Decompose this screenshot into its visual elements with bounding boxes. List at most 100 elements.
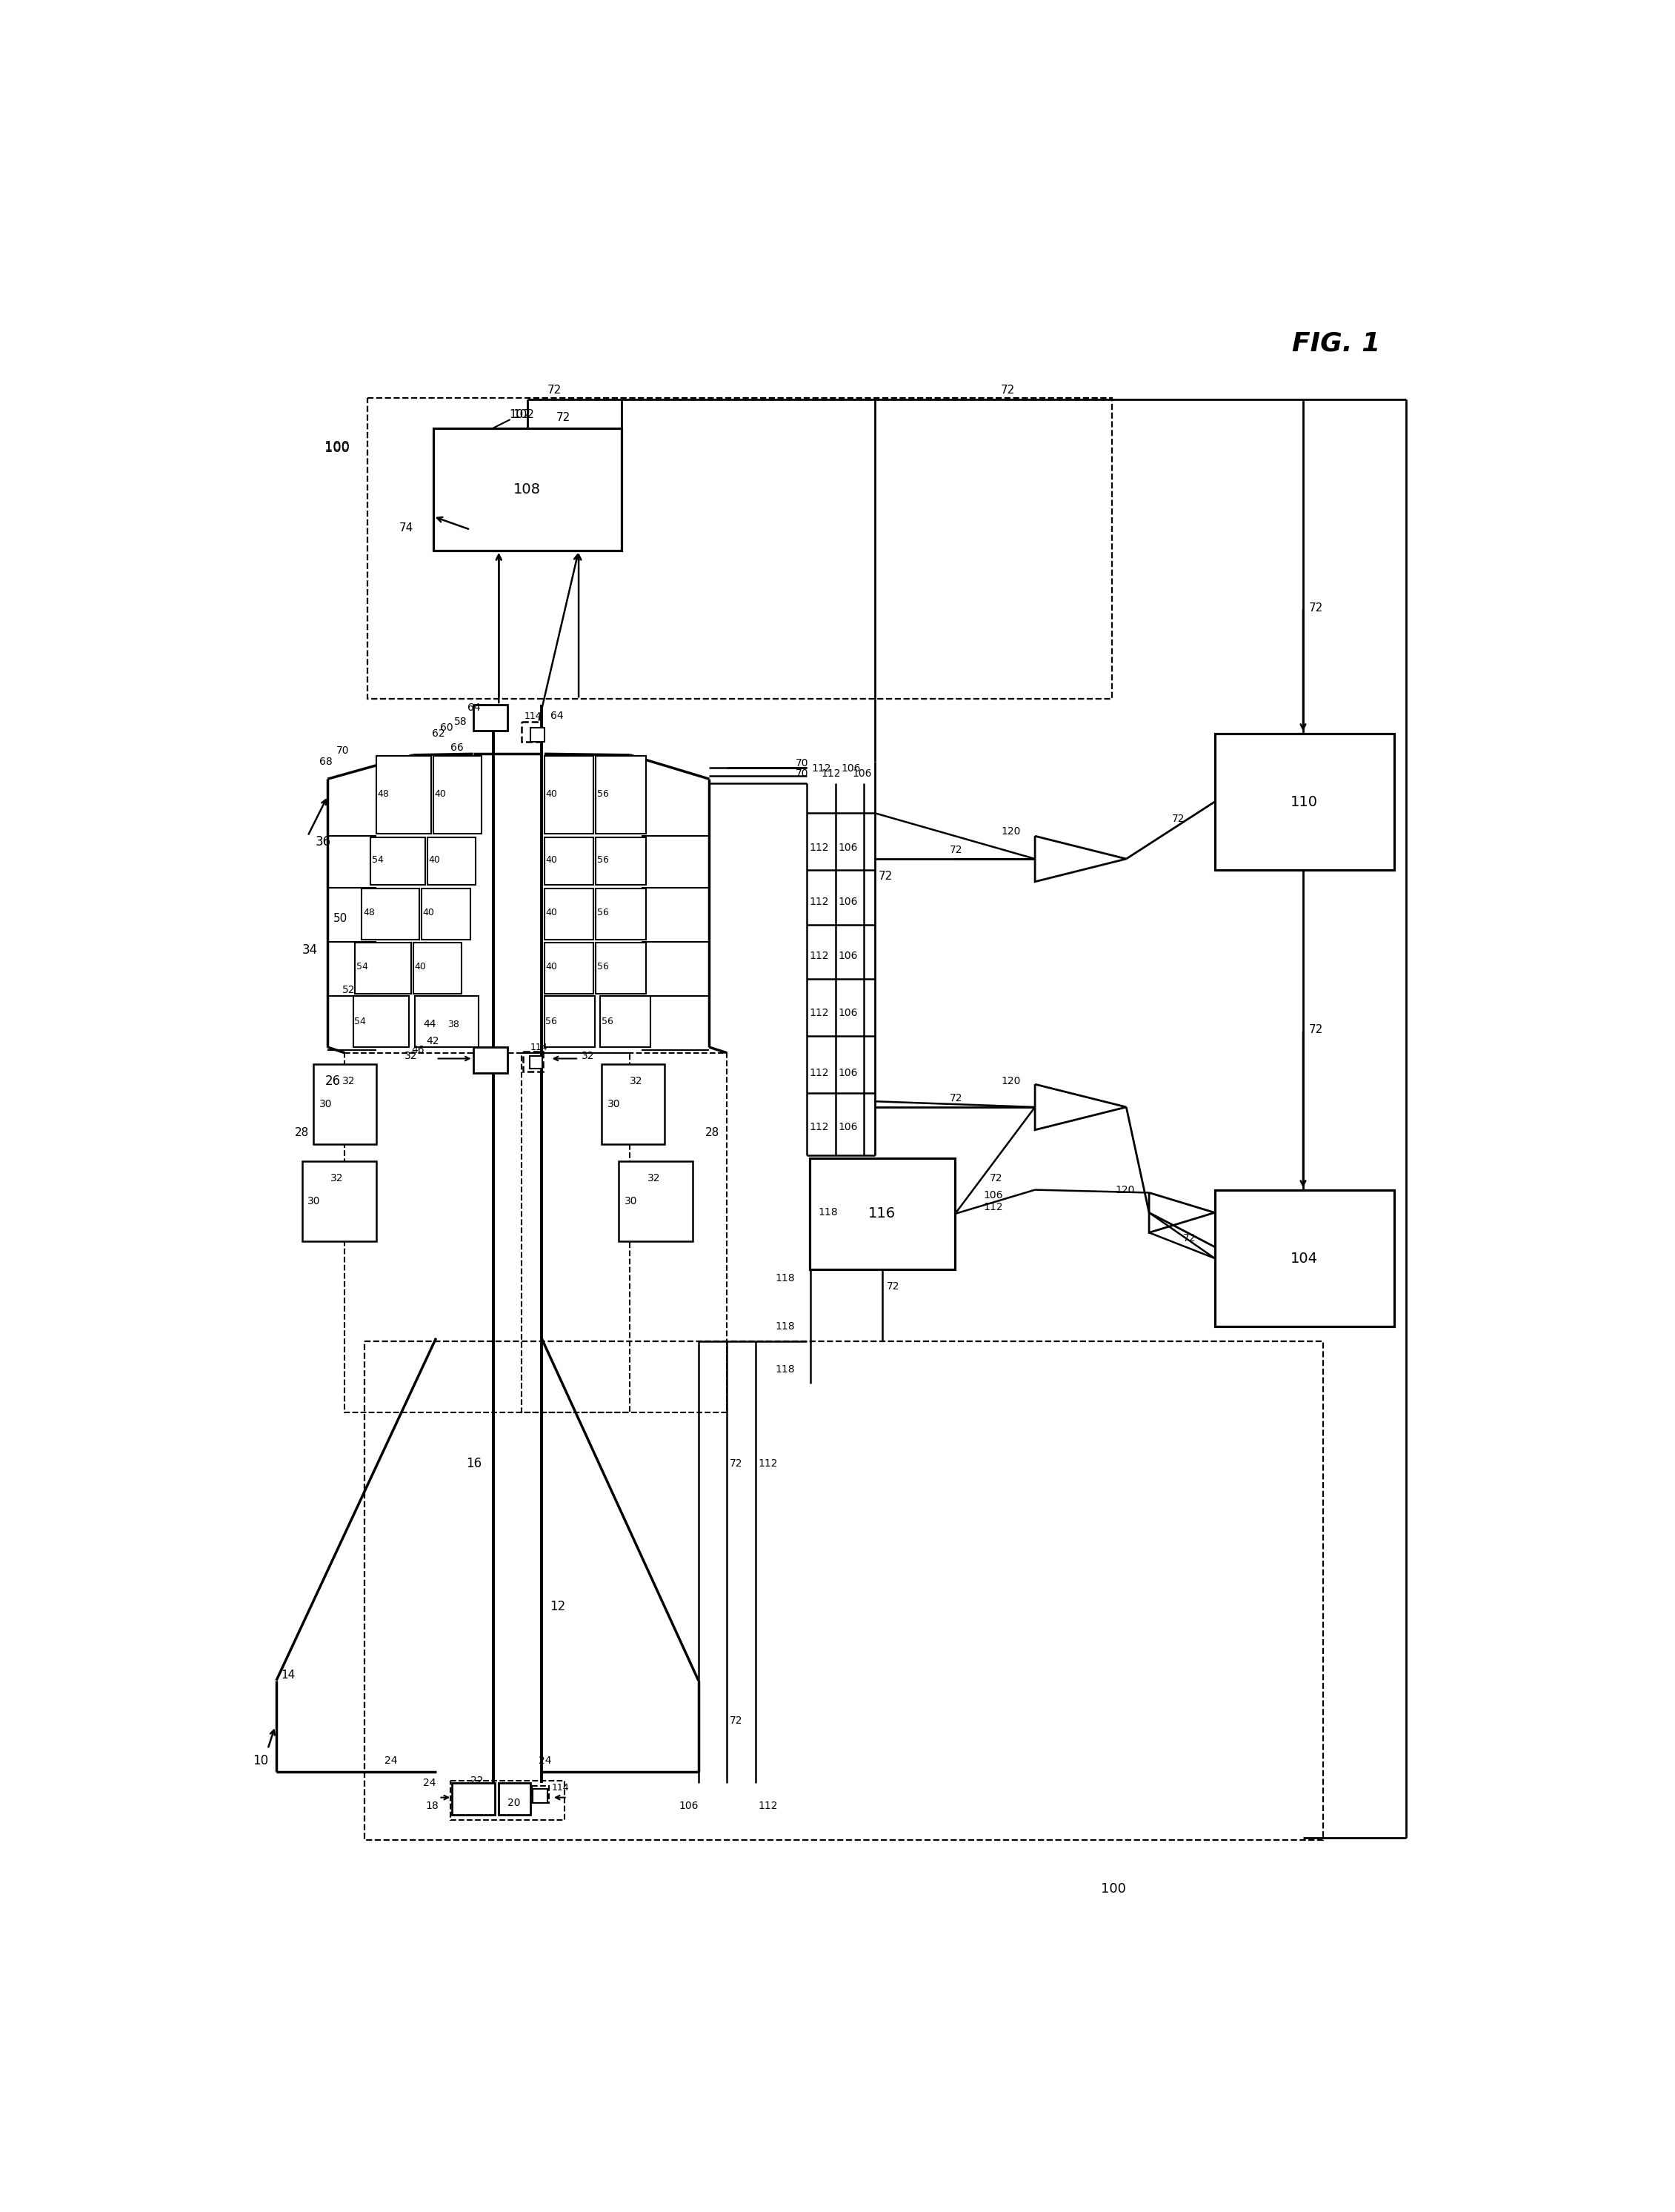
Text: 74: 74: [399, 522, 414, 533]
Text: 50: 50: [333, 914, 348, 925]
Text: 40: 40: [546, 856, 558, 865]
Text: 106: 106: [838, 951, 858, 960]
Bar: [596, 889, 647, 940]
Bar: [809, 1159, 955, 1270]
Text: 102: 102: [509, 409, 531, 420]
Text: 28: 28: [705, 1128, 720, 1139]
Text: 56: 56: [596, 790, 608, 799]
Text: 72: 72: [990, 1172, 1002, 1183]
Text: 54: 54: [355, 1018, 367, 1026]
Text: 20: 20: [508, 1798, 521, 1809]
Text: 72: 72: [950, 1093, 963, 1104]
Text: 58: 58: [454, 717, 467, 728]
Text: 70: 70: [337, 745, 348, 757]
Text: 24: 24: [424, 1778, 436, 1790]
Text: 118: 118: [776, 1365, 796, 1374]
Text: 12: 12: [549, 1599, 566, 1613]
Text: 40: 40: [546, 907, 558, 918]
Text: 56: 56: [601, 1018, 613, 1026]
Bar: [544, 942, 593, 993]
Text: 30: 30: [606, 1099, 620, 1110]
Text: 56: 56: [546, 1018, 558, 1026]
Text: 40: 40: [546, 962, 558, 971]
Bar: [600, 995, 650, 1046]
Text: 60: 60: [441, 723, 454, 732]
Text: 70: 70: [796, 768, 809, 779]
Text: 62: 62: [432, 728, 444, 739]
Bar: [472, 706, 508, 730]
Text: 46: 46: [412, 1044, 425, 1055]
Bar: [415, 995, 479, 1046]
Bar: [601, 1064, 665, 1144]
Text: 114: 114: [551, 1783, 570, 1792]
Text: 104: 104: [1290, 1252, 1318, 1265]
Text: 42: 42: [425, 1035, 439, 1046]
Text: 72: 72: [878, 872, 893, 883]
Text: 112: 112: [809, 1009, 829, 1018]
Bar: [596, 942, 647, 993]
Bar: [302, 1161, 377, 1241]
Bar: [1214, 734, 1394, 869]
Text: 40: 40: [546, 790, 558, 799]
Text: 30: 30: [625, 1197, 636, 1206]
Text: 36: 36: [315, 836, 330, 849]
Text: 64: 64: [467, 703, 481, 712]
Text: 44: 44: [424, 1020, 436, 1029]
Text: 106: 106: [838, 843, 858, 852]
Bar: [521, 721, 541, 741]
Bar: [313, 1064, 377, 1144]
Text: 118: 118: [776, 1321, 796, 1332]
Text: 22: 22: [471, 1776, 482, 1785]
Bar: [353, 995, 409, 1046]
Text: 72: 72: [1308, 602, 1323, 613]
Text: 112: 112: [809, 843, 829, 852]
Text: 72: 72: [556, 411, 570, 422]
Text: 120: 120: [1002, 1077, 1020, 1086]
Text: 56: 56: [596, 962, 608, 971]
Text: 40: 40: [422, 907, 436, 918]
Text: 72: 72: [1308, 1024, 1323, 1035]
Text: 112: 112: [811, 763, 831, 774]
Bar: [533, 1785, 549, 1803]
Text: 18: 18: [425, 1801, 439, 1812]
Text: 106: 106: [838, 1009, 858, 1018]
Text: 54: 54: [372, 856, 384, 865]
Text: 24: 24: [539, 1756, 551, 1765]
Bar: [414, 942, 462, 993]
Text: 40: 40: [434, 790, 446, 799]
Text: 38: 38: [447, 1020, 459, 1029]
Text: 72: 72: [730, 1458, 742, 1469]
Bar: [533, 1790, 548, 1803]
Bar: [365, 1340, 1323, 1840]
Text: 72: 72: [1183, 1232, 1196, 1243]
Bar: [596, 836, 647, 885]
Text: 116: 116: [868, 1208, 896, 1221]
Text: 52: 52: [342, 984, 355, 995]
Text: 14: 14: [281, 1670, 295, 1681]
Text: 112: 112: [809, 951, 829, 960]
Text: 48: 48: [363, 907, 375, 918]
Bar: [521, 1053, 727, 1411]
Text: 114: 114: [524, 712, 543, 721]
Bar: [367, 398, 1112, 699]
Text: 72: 72: [548, 385, 561, 396]
Bar: [422, 889, 471, 940]
Text: 30: 30: [320, 1099, 332, 1110]
Text: FIG. 1: FIG. 1: [1291, 332, 1380, 356]
Text: 56: 56: [596, 907, 608, 918]
Text: 112: 112: [983, 1201, 1003, 1212]
Bar: [544, 836, 593, 885]
Text: 110: 110: [1290, 794, 1318, 810]
Text: 108: 108: [514, 482, 541, 495]
Text: 118: 118: [817, 1208, 838, 1219]
Text: 16: 16: [466, 1458, 482, 1471]
Text: 114: 114: [531, 1042, 548, 1053]
Text: 30: 30: [308, 1197, 320, 1206]
Text: 68: 68: [320, 757, 332, 768]
Bar: [531, 728, 544, 741]
Text: 40: 40: [429, 856, 441, 865]
Text: 24: 24: [385, 1756, 397, 1765]
Text: 100: 100: [325, 442, 350, 456]
Text: 100: 100: [325, 440, 350, 453]
Text: 34: 34: [302, 945, 318, 958]
